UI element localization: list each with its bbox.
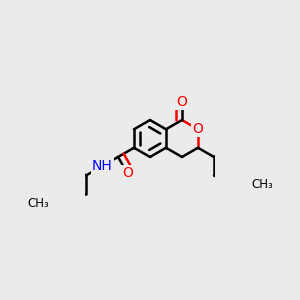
Text: CH₃: CH₃: [251, 178, 273, 191]
Text: NH: NH: [92, 159, 112, 173]
Text: CH₃: CH₃: [27, 196, 49, 210]
Text: O: O: [193, 122, 203, 136]
Text: O: O: [176, 94, 188, 109]
Text: O: O: [122, 166, 133, 180]
